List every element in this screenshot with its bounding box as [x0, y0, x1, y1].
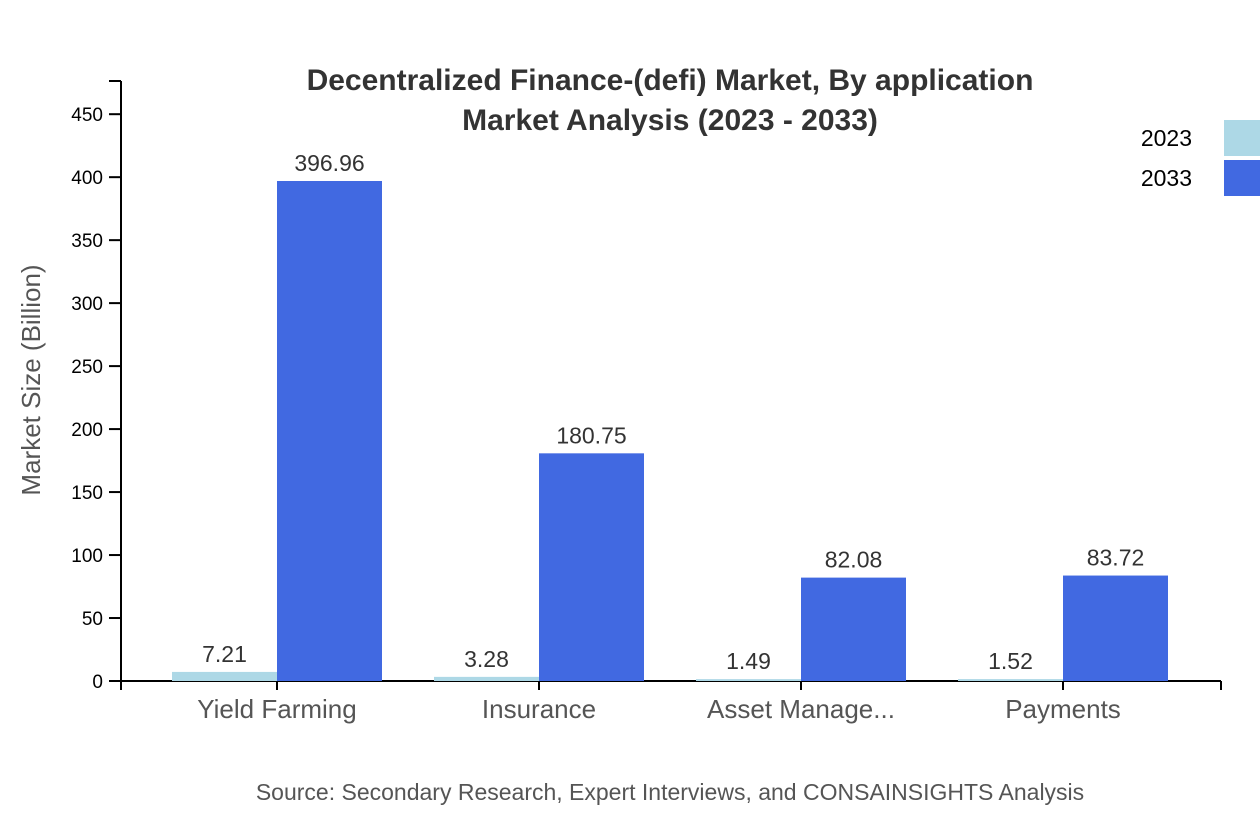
x-tick-label: Asset Manage... [707, 694, 895, 724]
y-tick-label: 150 [71, 483, 103, 504]
y-tick-label: 400 [71, 168, 103, 189]
bar-2023 [958, 679, 1063, 681]
bar-2023 [434, 676, 539, 681]
legend-label: 2033 [1141, 165, 1192, 191]
data-label: 7.21 [202, 641, 247, 667]
y-tick-label: 300 [71, 294, 103, 315]
bar-2023 [696, 679, 801, 681]
y-tick-label: 100 [71, 546, 103, 567]
data-label: 3.28 [464, 646, 509, 672]
y-axis-label: Market Size (Billion) [16, 264, 46, 495]
x-tick-label: Insurance [482, 694, 596, 724]
chart-title-line2: Market Analysis (2023 - 2033) [462, 104, 878, 137]
y-tick-label: 450 [71, 105, 103, 126]
y-tick-label: 250 [71, 357, 103, 378]
bar-2033 [1063, 575, 1168, 681]
x-tick-label: Payments [1005, 694, 1121, 724]
data-label: 396.96 [294, 150, 364, 176]
data-label: 180.75 [556, 422, 626, 448]
chart-title-line1: Decentralized Finance-(defi) Market, By … [307, 64, 1034, 97]
source-note: Source: Secondary Research, Expert Inter… [256, 779, 1084, 805]
data-label: 1.49 [726, 648, 771, 674]
legend-label: 2023 [1141, 125, 1192, 151]
bar-2023 [172, 671, 277, 681]
data-label: 83.72 [1087, 545, 1145, 571]
data-label: 82.08 [825, 547, 883, 573]
y-tick-label: 0 [92, 672, 103, 693]
legend-swatch-2023 [1224, 120, 1260, 156]
y-tick-label: 200 [71, 420, 103, 441]
y-tick-label: 50 [82, 609, 103, 630]
legend-swatch-2033 [1224, 160, 1260, 196]
bar-2033 [801, 577, 906, 681]
y-tick-label: 350 [71, 231, 103, 252]
x-tick-label: Yield Farming [197, 694, 356, 724]
data-label: 1.52 [988, 648, 1033, 674]
bar-2033 [277, 180, 382, 681]
bar-2033 [539, 453, 644, 681]
